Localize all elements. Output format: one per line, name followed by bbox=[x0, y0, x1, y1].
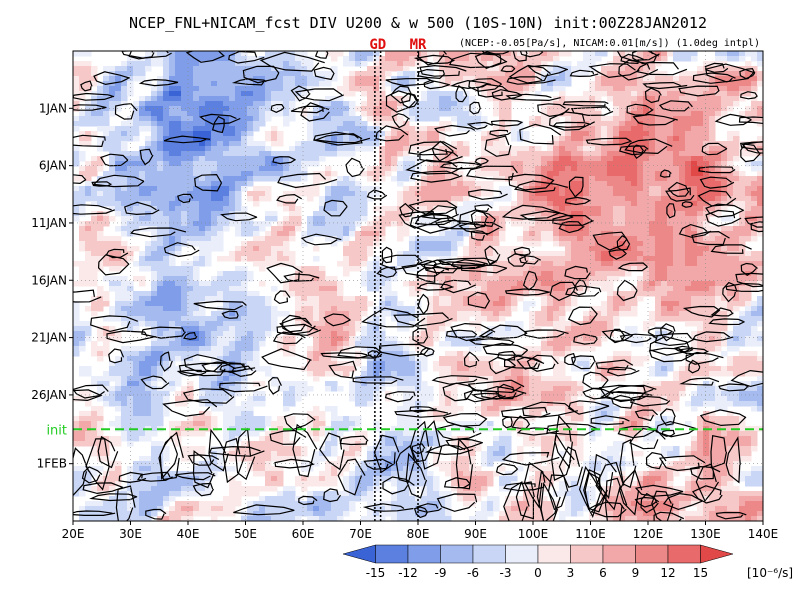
x-tick-label: 110E bbox=[575, 527, 606, 541]
colorbar-swatch bbox=[505, 544, 539, 564]
x-tick-label: 20E bbox=[62, 527, 85, 541]
x-tick-label: 130E bbox=[690, 527, 721, 541]
chart-title: NCEP_FNL+NICAM_fcst DIV U200 & w 500 (10… bbox=[129, 14, 707, 32]
colorbar-swatch bbox=[375, 544, 409, 564]
x-tick-label: 100E bbox=[518, 527, 549, 541]
colorbar-tick-label: -15 bbox=[366, 566, 386, 580]
colorbar-tick-label: 15 bbox=[693, 566, 708, 580]
colorbar-swatch bbox=[440, 544, 474, 564]
colorbar-swatch bbox=[667, 544, 701, 564]
chart-subtitle: (NCEP:-0.05[Pa/s], NICAM:0.01[m/s]) (1.0… bbox=[459, 38, 760, 49]
y-tick-label: 1JAN bbox=[39, 101, 67, 115]
x-tick-label: 40E bbox=[177, 527, 200, 541]
colorbar-tick-label: -3 bbox=[500, 566, 512, 580]
colorbar-tick-label: -9 bbox=[435, 566, 447, 580]
x-tick-label: 50E bbox=[234, 527, 257, 541]
x-tick-label: 30E bbox=[119, 527, 142, 541]
y-tick-label: 1FEB bbox=[37, 457, 67, 471]
colorbar-tick-label: 3 bbox=[567, 566, 575, 580]
y-tick-label: 11JAN bbox=[31, 216, 67, 230]
x-tick-label: 90E bbox=[464, 527, 487, 541]
w500-contours bbox=[73, 51, 763, 521]
colorbar-swatch bbox=[407, 544, 441, 564]
x-tick-label: 60E bbox=[292, 527, 315, 541]
colorbar-unit: [10⁻⁶/s] bbox=[747, 566, 793, 580]
marker-label-mr: MR bbox=[410, 37, 427, 53]
y-tick-label: 6JAN bbox=[39, 159, 67, 173]
marker-label-gd: GD bbox=[369, 37, 386, 53]
colorbar-swatch bbox=[602, 544, 636, 564]
colorbar-tick-label: 9 bbox=[632, 566, 640, 580]
colorbar-swatch bbox=[635, 544, 669, 564]
y-tick-label: 26JAN bbox=[31, 388, 67, 402]
colorbar-tick-label: 12 bbox=[660, 566, 675, 580]
colorbar-swatch bbox=[537, 544, 571, 564]
colorbar-tick-label: 6 bbox=[599, 566, 607, 580]
x-tick-label: 80E bbox=[407, 527, 430, 541]
colorbar-tick-label: -6 bbox=[467, 566, 479, 580]
x-tick-label: 70E bbox=[349, 527, 372, 541]
colorbar-swatch bbox=[342, 544, 376, 564]
colorbar-tick-label: -12 bbox=[398, 566, 418, 580]
y-tick-label: 16JAN bbox=[31, 273, 67, 287]
colorbar-tick-label: 0 bbox=[534, 566, 542, 580]
init-label: init bbox=[46, 423, 67, 438]
colorbar-swatch bbox=[472, 544, 506, 564]
x-tick-label: 140E bbox=[748, 527, 779, 541]
x-tick-label: 120E bbox=[633, 527, 664, 541]
y-tick-label: 21JAN bbox=[31, 331, 67, 345]
colorbar-swatch bbox=[570, 544, 604, 564]
colorbar-swatch bbox=[700, 544, 734, 564]
